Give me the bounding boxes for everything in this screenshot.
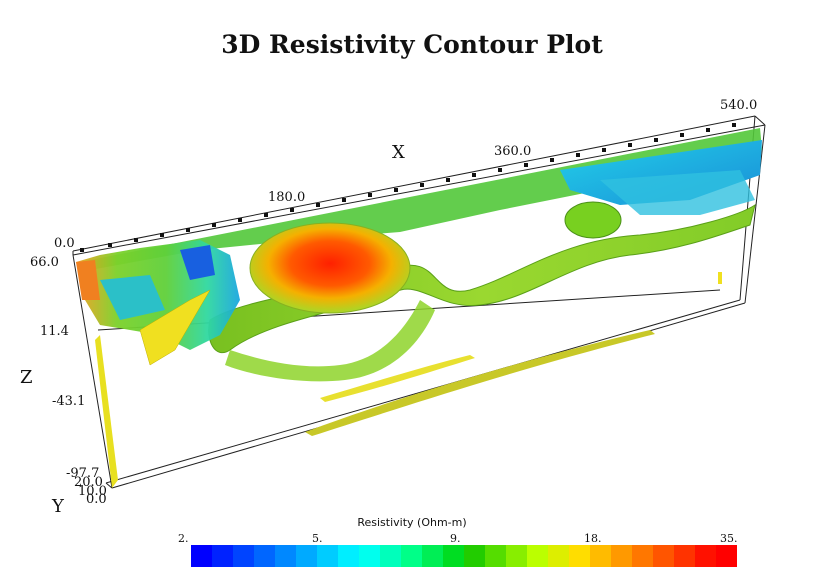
colorbar-swatch: [695, 545, 716, 567]
isosurfaces: [76, 128, 762, 488]
colorbar-swatch: [338, 545, 359, 567]
colorbar-swatch: [422, 545, 443, 567]
colorbar-tick-18: 18.: [584, 532, 602, 545]
z-axis-tick-66: 66.0: [30, 255, 59, 270]
colorbar-swatch: [233, 545, 254, 567]
colorbar-swatch: [632, 545, 653, 567]
z-axis-label: Z: [20, 367, 33, 388]
colorbar-swatch: [527, 545, 548, 567]
colorbar-swatch: [380, 545, 401, 567]
colorbar-swatch: [611, 545, 632, 567]
colorbar-swatch: [296, 545, 317, 567]
x-axis-tick-180: 180.0: [268, 190, 305, 205]
x-axis-tick-360: 360.0: [494, 144, 531, 159]
colorbar-tick-35: 35.: [720, 532, 738, 545]
y-axis-tick-10: 10.0: [78, 484, 107, 499]
plot-title: 3D Resistivity Contour Plot: [221, 30, 603, 59]
y-axis-tick-0: 0.0: [86, 492, 107, 507]
colorbar-swatch: [506, 545, 527, 567]
colorbar-tick-5: 5.: [312, 532, 323, 545]
x-axis-label: X: [392, 142, 405, 163]
colorbar-swatch: [359, 545, 380, 567]
colorbar-swatch: [275, 545, 296, 567]
colorbar-swatch: [464, 545, 485, 567]
z-axis-tick-11: 11.4: [40, 324, 69, 339]
colorbar: [191, 545, 737, 567]
colorbar-tick-2: 2.: [178, 532, 189, 545]
colorbar-swatch: [317, 545, 338, 567]
top-edge-markers: [80, 123, 736, 252]
colorbar-swatch: [254, 545, 275, 567]
colorbar-swatch: [674, 545, 695, 567]
colorbar-swatch: [485, 545, 506, 567]
colorbar-swatch: [716, 545, 737, 567]
colorbar-swatch: [191, 545, 212, 567]
colorbar-swatch: [548, 545, 569, 567]
y-axis-label: Y: [51, 496, 65, 517]
colorbar-tick-9: 9.: [450, 532, 461, 545]
z-axis-tick-neg43: -43.1: [52, 394, 85, 409]
colorbar-swatch: [569, 545, 590, 567]
colorbar-swatch: [590, 545, 611, 567]
y-axis-tick-20: 20.0: [74, 475, 103, 490]
x-axis-tick-540: 540.0: [720, 98, 757, 113]
colorbar-swatch: [401, 545, 422, 567]
x-axis-origin-label: 0.0: [54, 236, 75, 251]
colorbar-swatch: [653, 545, 674, 567]
z-axis-tick-neg97: -97.7: [66, 466, 99, 481]
colorbar-swatch: [443, 545, 464, 567]
colorbar-title: Resistivity (Ohm-m): [357, 516, 467, 529]
colorbar-swatch: [212, 545, 233, 567]
